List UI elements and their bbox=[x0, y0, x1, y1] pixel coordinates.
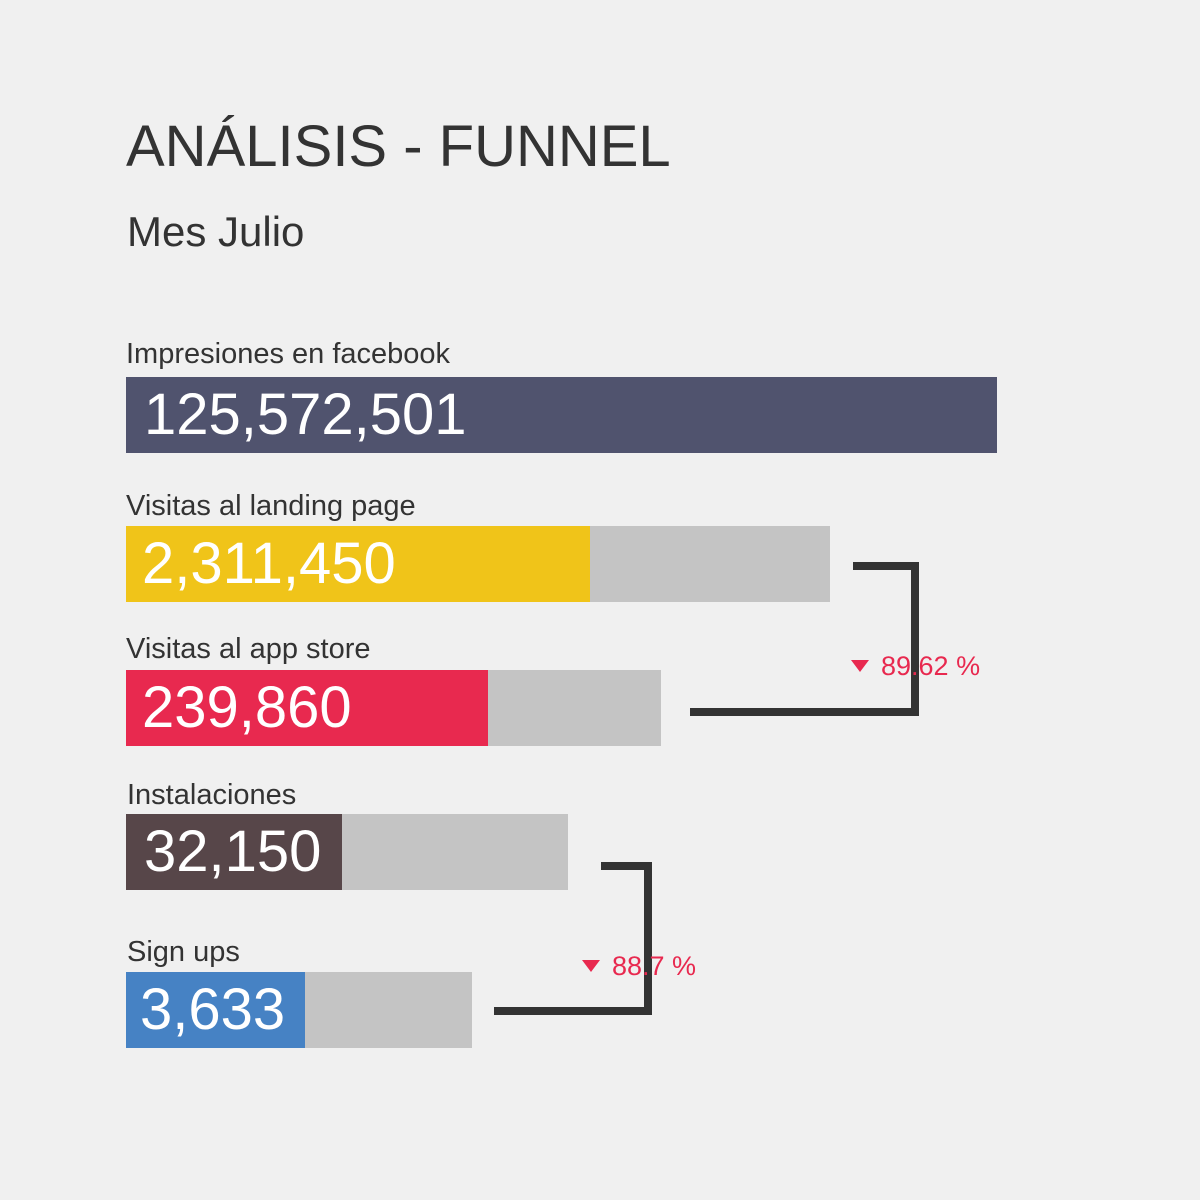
down-arrow-icon bbox=[582, 960, 600, 972]
stage-label-installs: Instalaciones bbox=[127, 779, 297, 811]
conversion-value: 88.7 % bbox=[612, 951, 697, 981]
stage-track-signups: 3,633 bbox=[126, 972, 472, 1048]
chart-subtitle: Mes Julio bbox=[127, 208, 305, 255]
stage-bar-signups bbox=[126, 972, 305, 1048]
conversion-value: 89.62 % bbox=[881, 651, 981, 681]
stage-value-impressions: 125,572,501 bbox=[144, 382, 467, 447]
stage-track-installs: 32,150 bbox=[126, 814, 568, 890]
stage-bar-installs bbox=[126, 814, 343, 890]
stage-track-appstore: 239,860 bbox=[126, 670, 661, 746]
stage-bar-landing bbox=[126, 526, 590, 602]
stage-value-signups: 3,633 bbox=[140, 977, 286, 1042]
stage-track-landing: 2,311,450 bbox=[126, 526, 830, 602]
stage-bar-appstore bbox=[126, 670, 489, 746]
chart-title: ANÁLISIS - FUNNEL bbox=[126, 114, 671, 179]
stage-value-appstore: 239,860 bbox=[142, 675, 352, 740]
stage-label-signups: Sign ups bbox=[127, 936, 240, 968]
stage-track-impressions: 125,572,501 bbox=[126, 377, 997, 453]
stage-label-appstore: Visitas al app store bbox=[126, 633, 371, 665]
stage-label-impressions: Impresiones en facebook bbox=[126, 338, 451, 370]
stage-value-installs: 32,150 bbox=[144, 819, 322, 884]
conversion-label-installs-to-signups: 88.7 % bbox=[582, 950, 696, 982]
conversion-label-landing-to-appstore: 89.62 % bbox=[851, 650, 980, 682]
stage-bar-impressions bbox=[126, 377, 997, 453]
stage-value-landing: 2,311,450 bbox=[142, 531, 396, 596]
down-arrow-icon bbox=[851, 660, 869, 672]
stage-label-landing: Visitas al landing page bbox=[126, 490, 416, 522]
